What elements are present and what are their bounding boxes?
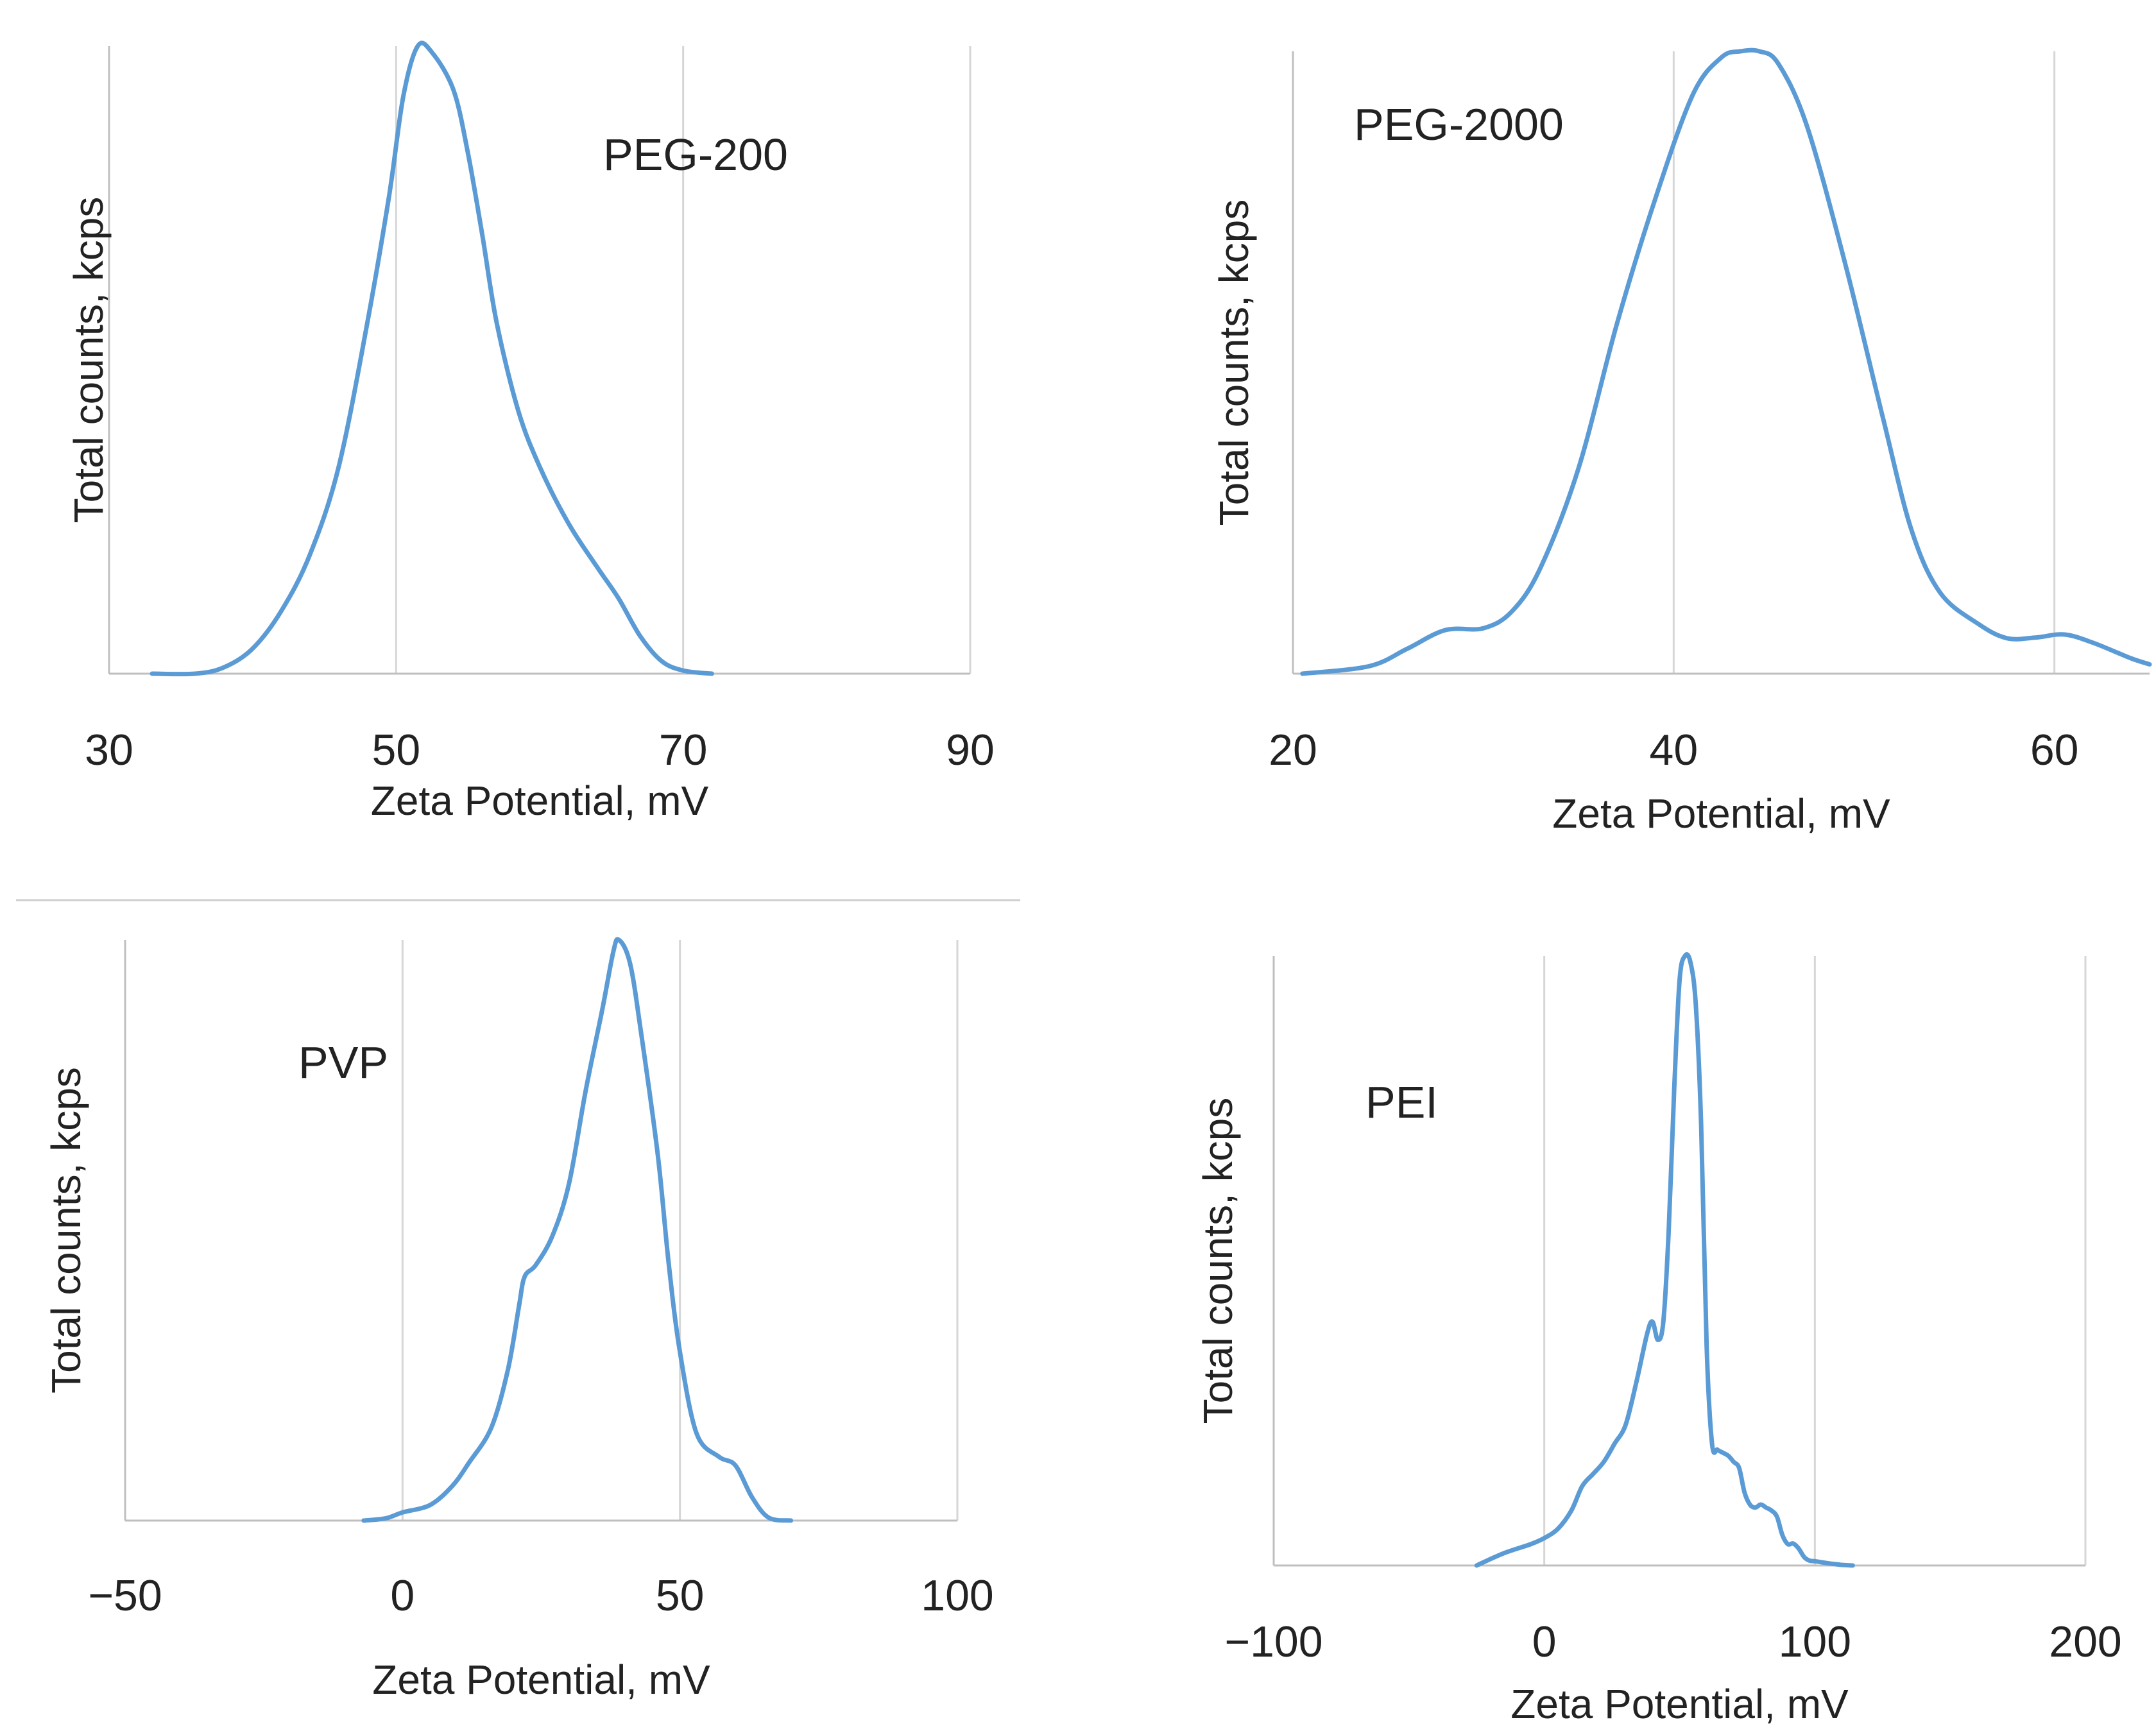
gridlines: [401, 940, 959, 1521]
x-tick-label: 20: [1269, 726, 1317, 774]
x-tick-label: −100: [1224, 1617, 1322, 1666]
x-tick-labels: 30 50 70 90: [85, 726, 995, 774]
x-axis-label: Zeta Potential, mV: [371, 778, 709, 824]
x-tick-label: 40: [1650, 726, 1698, 774]
x-tick-label: 200: [2049, 1617, 2121, 1666]
chart-pvp: −50 0 50 100 Zeta Potential, mV Total count…: [43, 937, 994, 1703]
x-tick-labels: 20 40 60: [1269, 726, 2078, 774]
x-tick-label: 60: [2030, 726, 2079, 774]
series-line-pei: [1474, 952, 1855, 1568]
chart-peg-200: 30 50 70 90 Zeta Potential, mV Total counts…: [65, 40, 995, 824]
gridlines: [1543, 956, 2087, 1565]
x-tick-labels: −100 0 100 200: [1224, 1617, 2121, 1666]
chart-peg-2000: 20 40 60 Zeta Potential, mV Total counts, …: [1211, 47, 2152, 837]
x-tick-label: 70: [659, 726, 708, 774]
x-tick-label: 90: [946, 726, 995, 774]
y-axis-label: Total counts, kcps: [43, 1067, 89, 1394]
series-annotation: PEG-200: [603, 130, 788, 180]
x-tick-label: 30: [85, 726, 133, 774]
x-tick-label: 0: [1532, 1617, 1557, 1666]
chart-pei: −100 0 100 200 Zeta Potential, mV Total cou…: [1195, 952, 2122, 1727]
series-annotation: PEG-2000: [1354, 99, 1564, 149]
y-axis-label: Total counts, kcps: [65, 197, 112, 524]
x-axis-label: Zeta Potential, mV: [1510, 1681, 1849, 1727]
x-tick-label: 50: [372, 726, 421, 774]
gridlines: [1672, 51, 2056, 674]
x-tick-label: −50: [88, 1571, 162, 1620]
y-axis-label: Total counts, kcps: [1195, 1098, 1241, 1424]
series-annotation: PVP: [298, 1037, 388, 1087]
x-tick-label: 100: [1779, 1617, 1851, 1666]
series-annotation: PEI: [1365, 1077, 1438, 1127]
series-line-peg-200: [150, 40, 714, 677]
series-line-pvp: [361, 937, 794, 1523]
y-axis-label: Total counts, kcps: [1211, 200, 1257, 526]
series-line-peg-2000: [1300, 47, 2152, 676]
x-tick-labels: −50 0 50 100: [88, 1571, 993, 1620]
x-axis-label: Zeta Potential, mV: [1552, 790, 1890, 837]
x-tick-label: 50: [656, 1571, 705, 1620]
x-tick-label: 0: [390, 1571, 415, 1620]
x-axis-label: Zeta Potential, mV: [372, 1657, 710, 1703]
x-tick-label: 100: [921, 1571, 993, 1620]
